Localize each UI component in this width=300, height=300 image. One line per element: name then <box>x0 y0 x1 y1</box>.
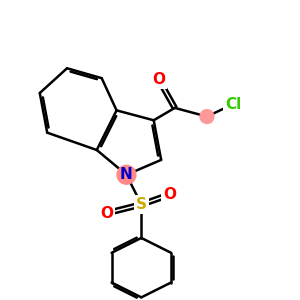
Text: O: O <box>163 187 176 202</box>
Text: N: N <box>120 167 133 182</box>
Text: O: O <box>152 72 165 87</box>
Text: O: O <box>100 206 113 221</box>
Text: Cl: Cl <box>225 97 241 112</box>
Circle shape <box>117 165 136 184</box>
Text: S: S <box>136 197 147 212</box>
Circle shape <box>200 110 214 124</box>
